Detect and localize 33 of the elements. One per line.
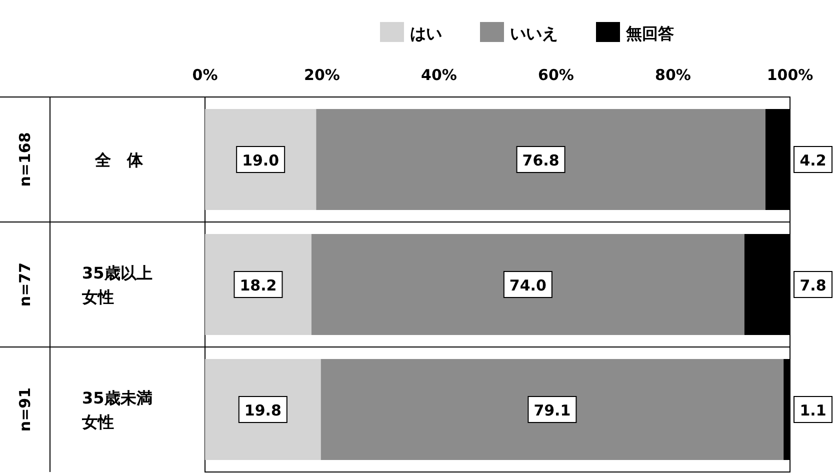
x-tick-label: 100% (766, 66, 814, 84)
data-label: 74.0 (509, 276, 546, 294)
bar (205, 234, 312, 335)
text: n=77 (16, 262, 34, 307)
bar (320, 359, 784, 460)
data-label: 18.2 (240, 276, 277, 294)
bar (765, 109, 790, 210)
bar (316, 109, 766, 210)
x-tick-label: 60% (538, 66, 574, 84)
bar (311, 234, 744, 335)
data-label: 19.8 (244, 402, 282, 420)
legend-label: はい (410, 24, 442, 43)
y-tick-label: 35歳未満女性 (81, 388, 152, 432)
legend-label: いいえ (510, 24, 558, 43)
x-tick-label: 0% (192, 66, 218, 84)
legend-label: 無回答 (625, 24, 674, 43)
data-label: 1.1 (800, 402, 826, 420)
data-label: 76.8 (522, 152, 560, 170)
data-label: 7.8 (800, 276, 826, 294)
y-tick-label: 35歳以上女性 (81, 264, 152, 306)
x-tick-label: 80% (655, 66, 691, 84)
x-tick-label: 40% (421, 66, 457, 84)
bar (784, 359, 790, 460)
bar (744, 234, 790, 335)
bar (205, 359, 321, 460)
text: n=168 (16, 132, 34, 187)
data-label: 79.1 (534, 402, 571, 420)
text: n=91 (16, 387, 34, 432)
y-tick-label: 全 体 (94, 150, 144, 170)
data-label: 19.0 (242, 152, 280, 170)
bar (205, 109, 316, 210)
data-label: 4.2 (800, 152, 826, 170)
x-tick-label: 20% (304, 66, 340, 84)
